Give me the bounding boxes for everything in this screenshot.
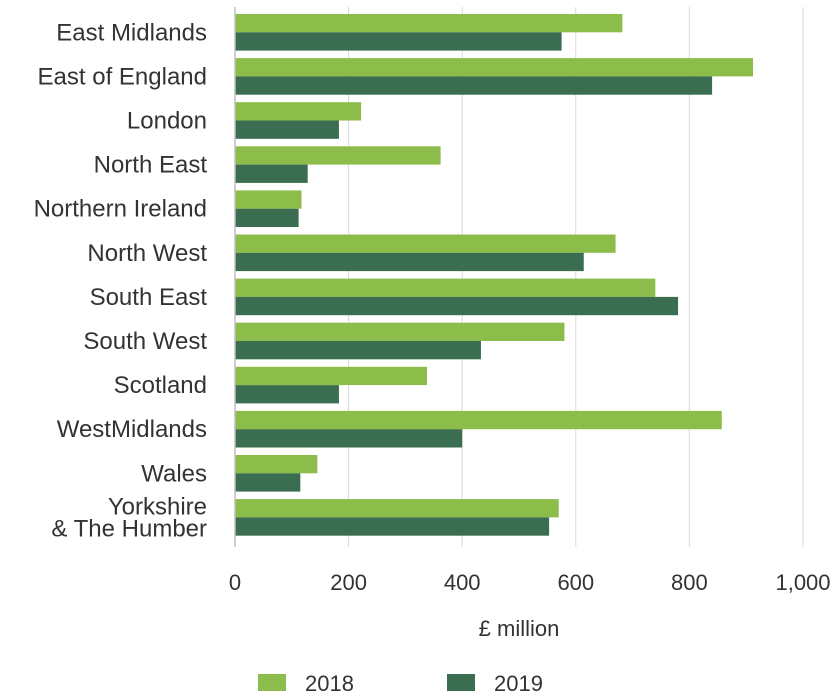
bar-2019	[235, 517, 550, 536]
category-label: Wales	[141, 460, 207, 487]
bar-2019	[235, 296, 679, 316]
bar-2019	[235, 252, 584, 272]
bar-2019	[235, 385, 339, 404]
bar-2019	[235, 473, 301, 492]
category-label: East of England	[38, 63, 207, 90]
category-label: East Midlands	[56, 19, 207, 46]
bar-2018	[235, 499, 559, 518]
x-tick-labels: 0 200 400 600 800 1,000	[229, 570, 831, 595]
category-label: South West	[83, 328, 207, 355]
category-labels: East Midlands East of England London North …	[34, 19, 208, 542]
category-label: London	[127, 108, 207, 135]
bar-2018	[235, 14, 623, 33]
bar-2018	[235, 190, 302, 209]
x-tick-label: 600	[557, 570, 594, 595]
bar-2018	[235, 146, 441, 165]
category-label: WestMidlands	[57, 416, 207, 443]
category-label: Yorkshire & The Humber	[51, 493, 207, 542]
bar-2019	[235, 120, 339, 139]
category-label: Scotland	[114, 372, 207, 399]
category-label: North West	[87, 240, 207, 267]
x-tick-label: 0	[229, 570, 241, 595]
legend-swatch-2018	[258, 674, 286, 691]
x-axis-title: £ million	[479, 616, 560, 641]
bar-2018	[235, 278, 656, 297]
x-tick-label: 200	[330, 570, 367, 595]
bars-group	[235, 14, 754, 536]
bar-2018	[235, 366, 427, 386]
grid-lines	[348, 7, 804, 547]
bar-2019	[235, 429, 463, 448]
bar-2018	[235, 322, 565, 341]
category-label: Northern Ireland	[34, 196, 207, 223]
bar-2019	[235, 32, 562, 51]
x-tick-label: 800	[671, 570, 708, 595]
bar-2018	[235, 102, 362, 121]
category-label: South East	[90, 284, 208, 311]
x-tick-label: 1,000	[775, 570, 830, 595]
bar-2019	[235, 208, 299, 227]
category-label: North East	[94, 152, 208, 179]
bar-2018	[235, 58, 754, 77]
bar-2019	[235, 341, 481, 360]
bar-2019	[235, 76, 713, 95]
legend-swatch-2019	[447, 674, 475, 691]
bar-2019	[235, 164, 308, 183]
bar-2018	[235, 455, 318, 474]
bar-2018	[235, 234, 616, 253]
legend-label-2018: 2018	[305, 671, 354, 696]
bar-2018	[235, 410, 722, 430]
x-tick-label: 400	[444, 570, 481, 595]
legend-label-2019: 2019	[494, 671, 543, 696]
legend: 2018 2019	[258, 671, 543, 696]
